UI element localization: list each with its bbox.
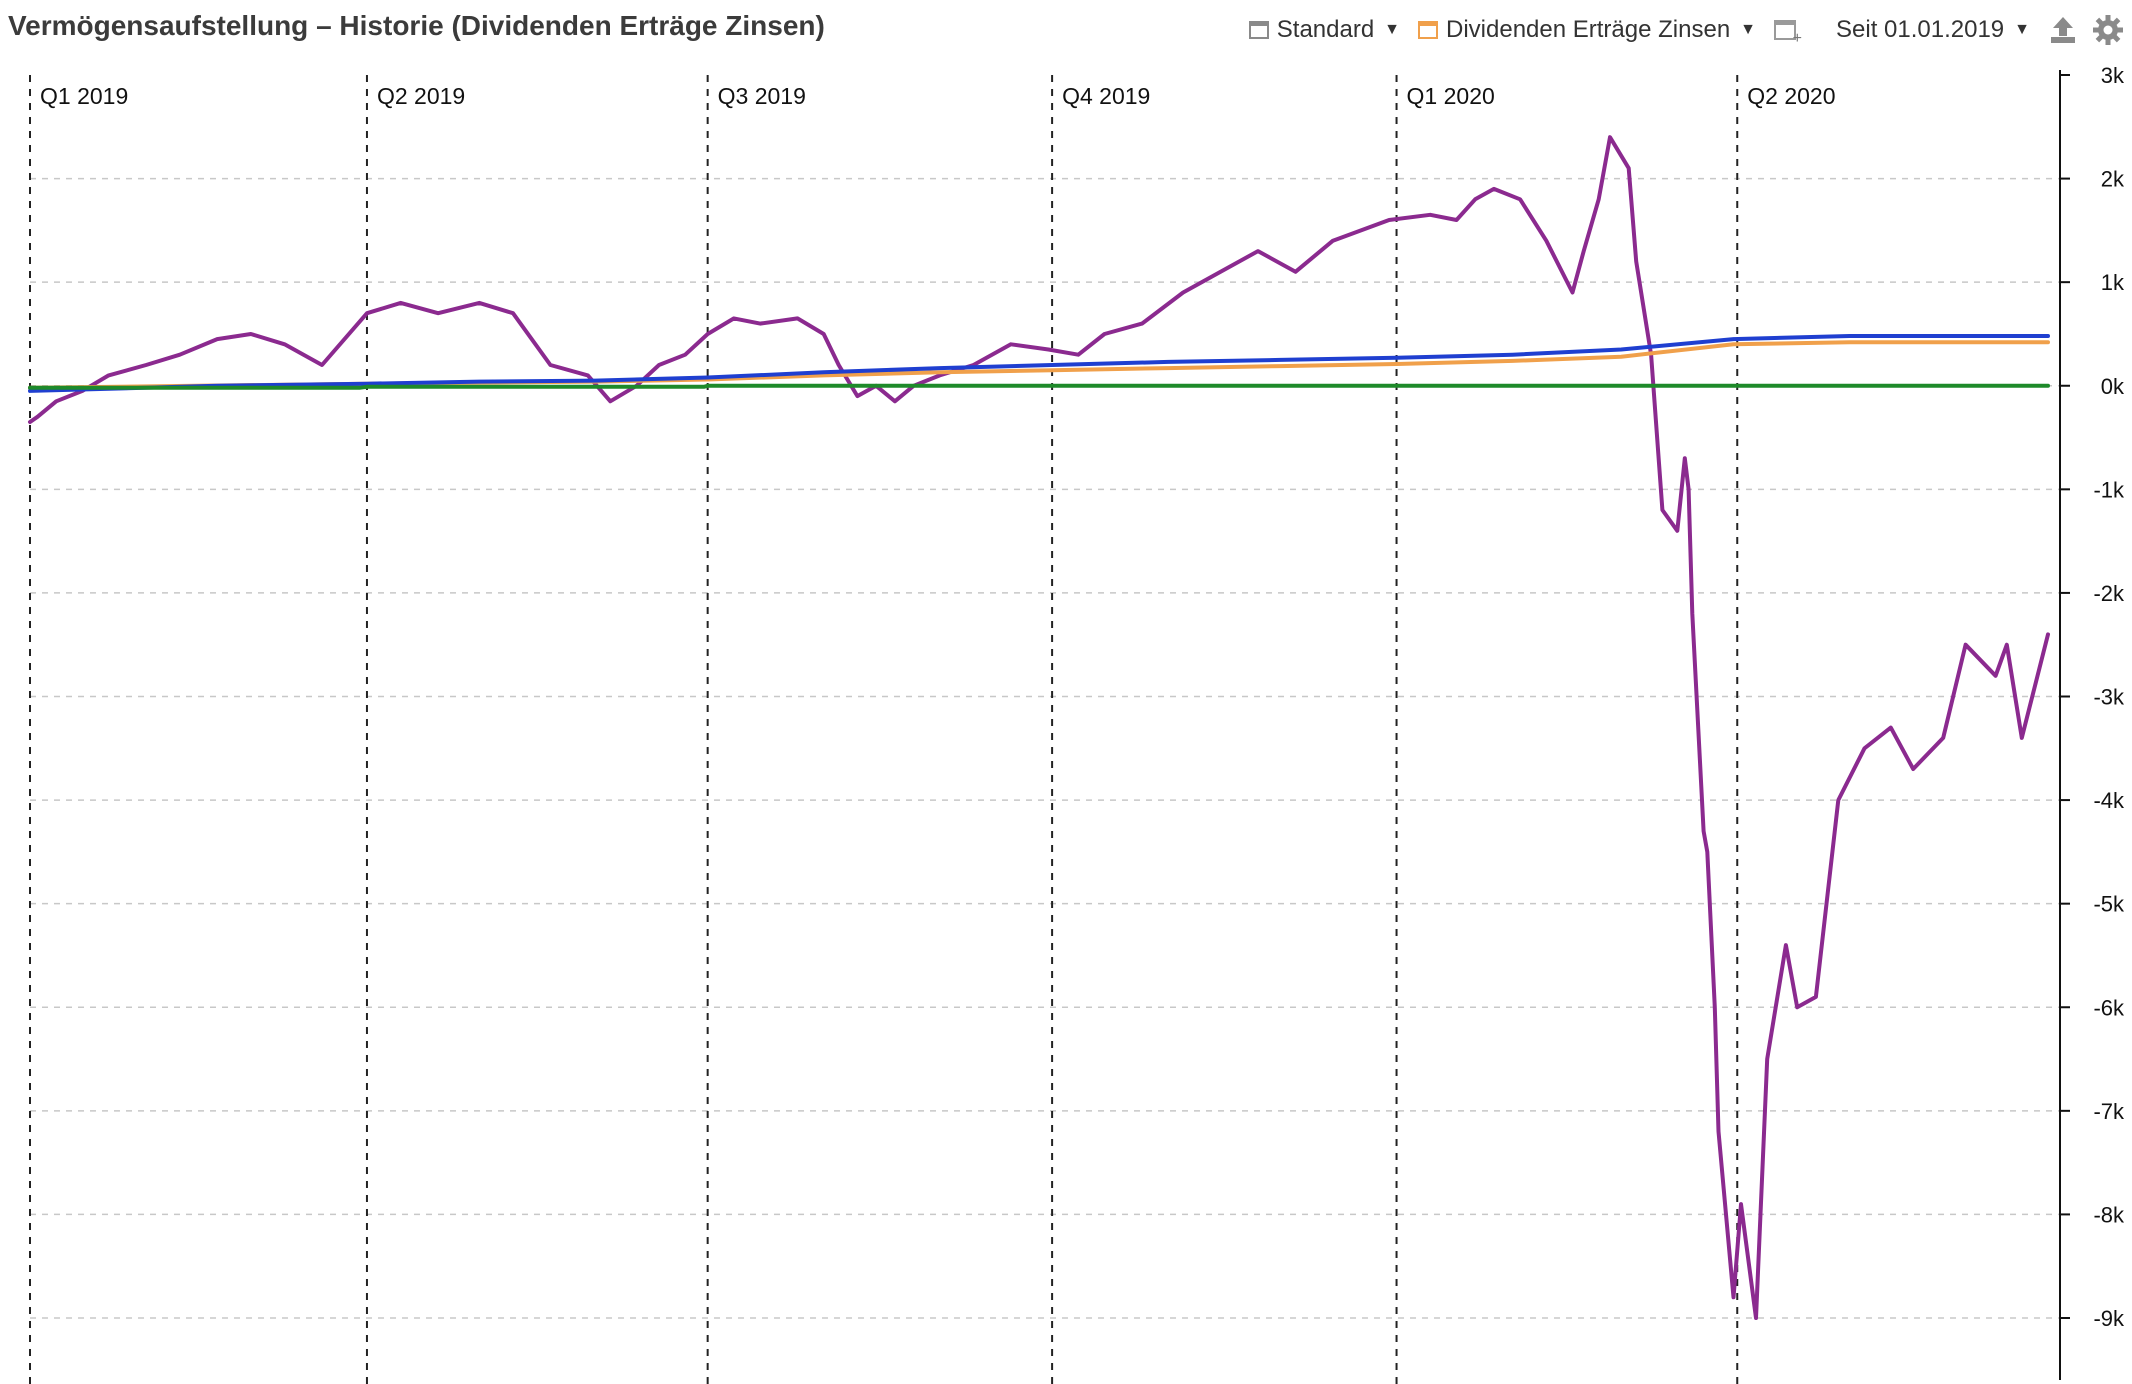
y-tick-label: -4k bbox=[2093, 788, 2125, 813]
y-tick-label: 1k bbox=[2101, 270, 2125, 295]
view-label: Standard bbox=[1276, 16, 1375, 43]
title-bar: Vermögensaufstellung – Historie (Dividen… bbox=[0, 0, 2132, 60]
orange-window-icon bbox=[1418, 21, 1439, 39]
y-tick-label: -7k bbox=[2093, 1099, 2125, 1124]
y-tick-label: 0k bbox=[2101, 374, 2125, 399]
quarter-label: Q2 2020 bbox=[1747, 83, 1835, 109]
y-axis-labels: 3k 2k 1k 0k -1k -2k -3k -4k -5k -6k -7k -8k -9k bbox=[2093, 63, 2125, 1331]
series-lines bbox=[28, 135, 2050, 1320]
y-tick-label: -9k bbox=[2093, 1306, 2125, 1331]
quarter-label: Q4 2019 bbox=[1062, 83, 1150, 109]
y-tick-label: -8k bbox=[2093, 1202, 2125, 1227]
window-icon bbox=[1248, 21, 1269, 39]
gear-icon bbox=[2093, 15, 2123, 45]
y-tick-label: 2k bbox=[2101, 167, 2125, 192]
y-tick-label: -5k bbox=[2093, 892, 2125, 917]
series-line bbox=[28, 383, 2050, 390]
y-tick-label: -2k bbox=[2093, 581, 2125, 606]
range-label: Seit 01.01.2019 bbox=[1836, 16, 2005, 43]
chevron-down-icon: ▼ bbox=[1740, 21, 1757, 38]
toolbar: Standard ▼ Dividenden Erträge Zinsen ▼ S… bbox=[1231, 14, 2124, 48]
quarter-label: Q3 2019 bbox=[718, 83, 806, 109]
settings-button[interactable] bbox=[2092, 14, 2124, 46]
chevron-down-icon: ▼ bbox=[1384, 21, 1401, 38]
grid-vertical bbox=[29, 75, 1739, 1384]
chevron-down-icon: ▼ bbox=[2014, 21, 2030, 38]
y-tick-label: -1k bbox=[2093, 477, 2125, 502]
export-icon bbox=[2051, 17, 2075, 43]
range-selector[interactable]: Seit 01.01.2019 ▼ bbox=[1828, 16, 2030, 44]
y-tick-label: -6k bbox=[2093, 995, 2125, 1020]
quarter-label: Q2 2019 bbox=[377, 83, 465, 109]
series-line bbox=[28, 334, 2050, 393]
series-label: Dividenden Erträge Zinsen bbox=[1446, 16, 1731, 43]
series-line bbox=[28, 135, 2050, 1320]
quarter-label: Q1 2020 bbox=[1407, 83, 1495, 109]
page-title: Vermögensaufstellung – Historie (Dividen… bbox=[8, 10, 825, 41]
quarter-label: Q1 2019 bbox=[40, 83, 128, 109]
quarter-labels: Q1 2019 Q2 2019 Q3 2019 Q4 2019 Q1 2020 Q2 20… bbox=[40, 83, 1836, 109]
series-selector[interactable]: Dividenden Erträge Zinsen ▼ bbox=[1418, 16, 1756, 44]
new-window-button[interactable] bbox=[1774, 20, 1802, 48]
new-window-icon bbox=[1774, 20, 1802, 48]
y-tick-label: -3k bbox=[2093, 685, 2125, 710]
view-selector[interactable]: Standard ▼ bbox=[1248, 16, 1401, 44]
y-tick-label: 3k bbox=[2101, 63, 2125, 88]
export-button[interactable] bbox=[2048, 15, 2078, 45]
